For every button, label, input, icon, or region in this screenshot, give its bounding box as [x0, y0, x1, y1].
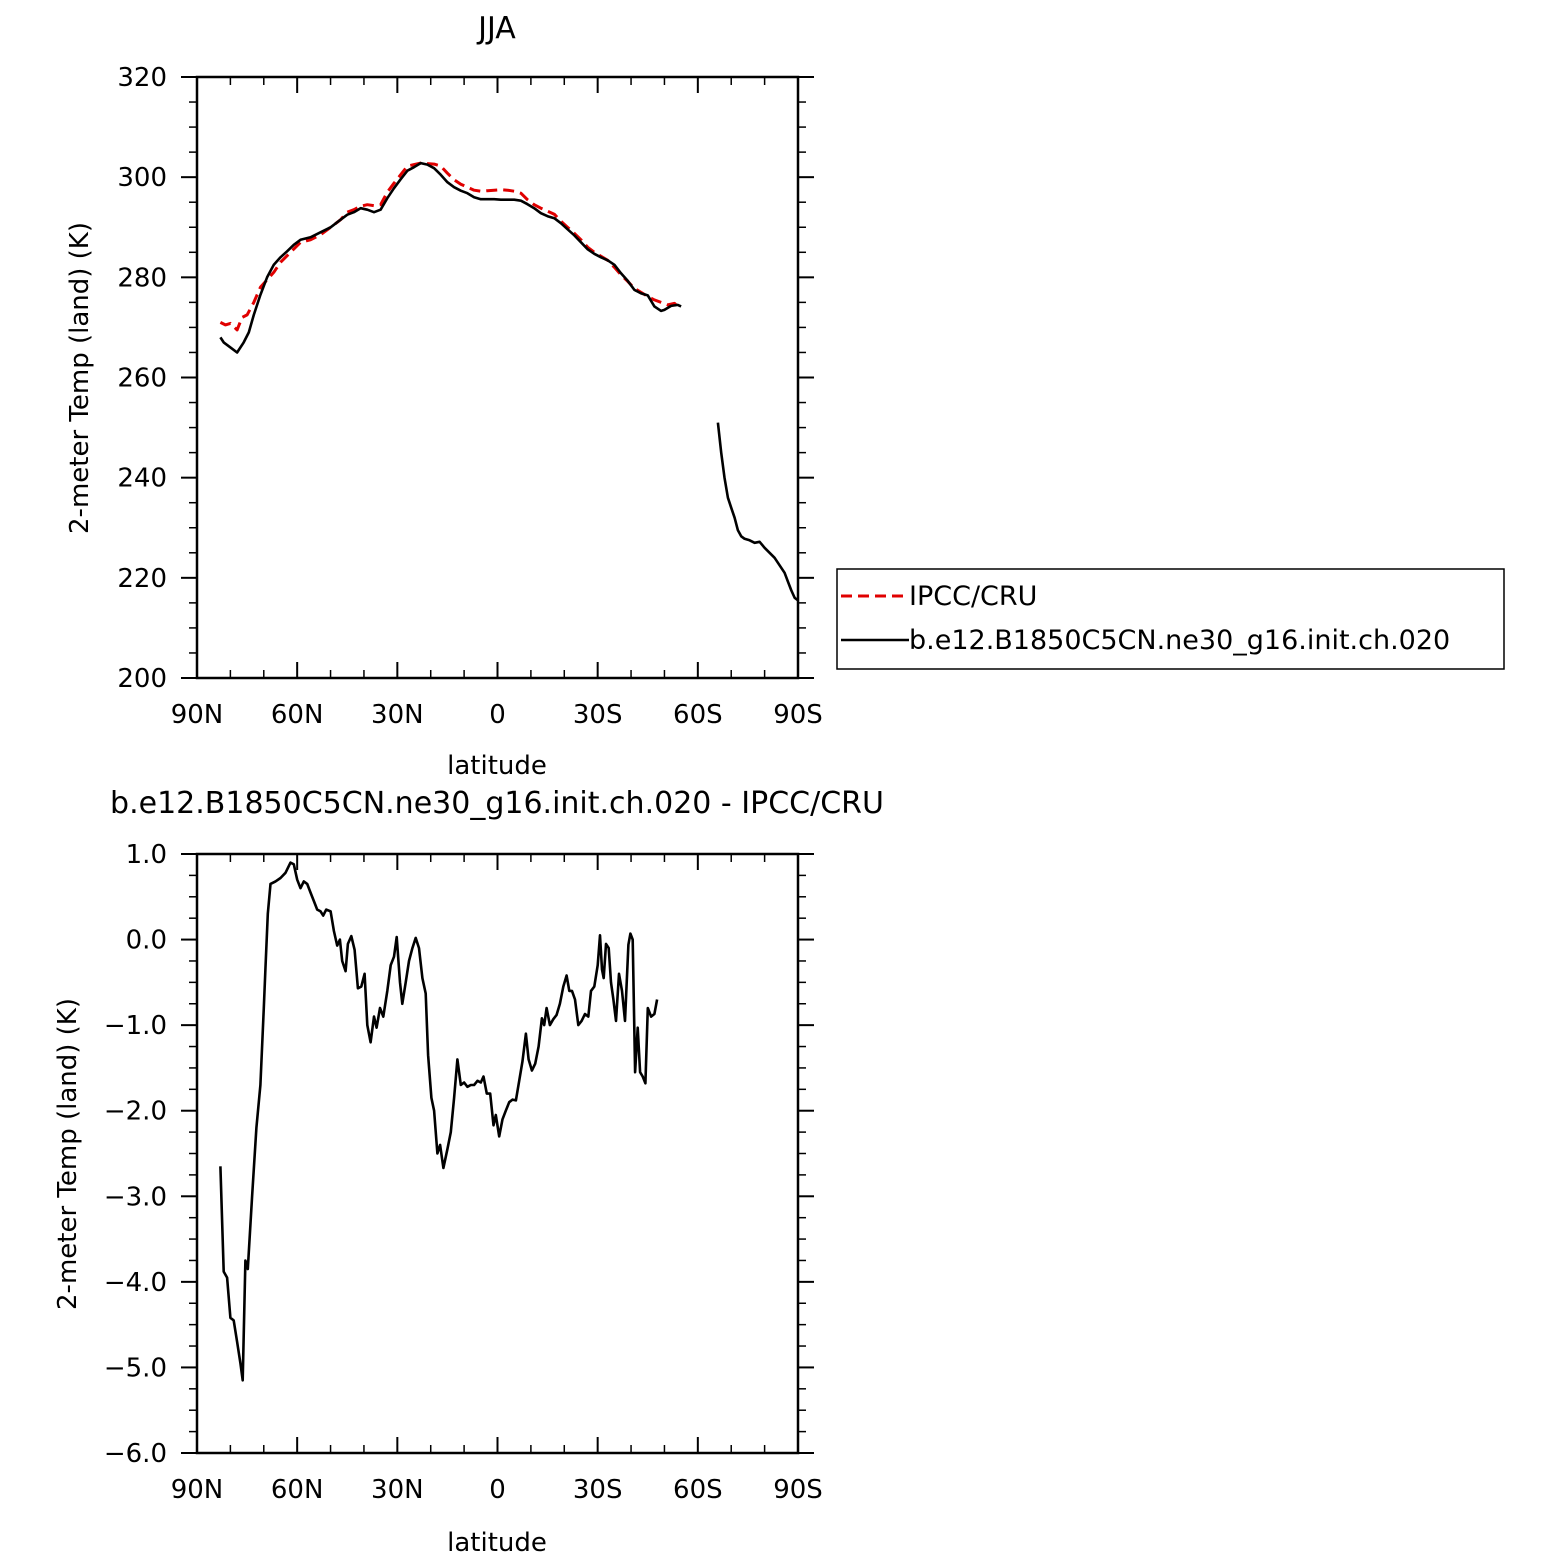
x-tick-label: 90N — [171, 700, 224, 730]
y-tick-label: −2.0 — [104, 1097, 167, 1127]
y-axis-label: 2-meter Temp (land) (K) — [65, 222, 95, 534]
y-tick-label: 320 — [117, 63, 167, 93]
x-tick-label: 0 — [489, 700, 506, 730]
y-tick-label: 300 — [117, 163, 167, 193]
x-tick-label: 30N — [371, 1475, 424, 1505]
top-panel: JJA 200 220 240 260 280 300 320 90N 60N 30N 0 30S 60… — [65, 11, 823, 781]
y-tick-label: −1.0 — [104, 1011, 167, 1041]
x-tick-label: 60N — [271, 700, 324, 730]
x-tick-label: 0 — [489, 1475, 506, 1505]
x-tick-label: 30N — [371, 700, 424, 730]
series-line-1-seg-1 — [716, 422, 798, 602]
bottom-panel: b.e12.B1850C5CN.ne30_g16.init.ch.020 - I… — [53, 786, 884, 1558]
series-line-1-seg-0 — [219, 161, 682, 354]
x-tick-label: 30S — [573, 700, 623, 730]
bottom-plot-area: −6.0 −5.0 −4.0 −3.0 −2.0 −1.0 0.0 1.0 90N 60N 30N 0… — [104, 840, 823, 1505]
legend-label-model: b.e12.B1850C5CN.ne30_g16.init.ch.020 — [909, 625, 1450, 656]
x-axis-label: latitude — [447, 1528, 547, 1558]
x-tick-label: 60S — [673, 700, 723, 730]
x-axis-label: latitude — [447, 751, 547, 781]
y-tick-label: −6.0 — [104, 1439, 167, 1469]
y-tick-label: 240 — [117, 464, 167, 494]
legend-label-ipcc-cru: IPCC/CRU — [909, 581, 1037, 612]
x-tick-label: 90S — [773, 700, 823, 730]
plot-frame — [195, 75, 800, 680]
series-line-0-seg-0 — [219, 861, 659, 1382]
y-tick-label: −3.0 — [104, 1182, 167, 1212]
y-tick-label: −4.0 — [104, 1268, 167, 1298]
y-tick-label: 280 — [117, 263, 167, 293]
x-tick-label: 60S — [673, 1475, 723, 1505]
y-tick-label: −5.0 — [104, 1353, 167, 1383]
series-line-0-seg-0 — [219, 161, 683, 332]
x-tick-label: 90S — [773, 1475, 823, 1505]
y-tick-label: 0.0 — [126, 926, 167, 956]
chart-title: JJA — [476, 11, 516, 46]
y-axis-label: 2-meter Temp (land) (K) — [53, 998, 83, 1310]
legend: IPCC/CRU b.e12.B1850C5CN.ne30_g16.init.c… — [836, 568, 1505, 670]
x-tick-label: 30S — [573, 1475, 623, 1505]
difference-chart-title: b.e12.B1850C5CN.ne30_g16.init.ch.020 - I… — [110, 786, 884, 821]
y-tick-label: 200 — [117, 664, 167, 694]
x-tick-label: 60N — [271, 1475, 324, 1505]
plot-frame — [195, 852, 800, 1455]
x-tick-label: 90N — [171, 1475, 224, 1505]
top-plot-area: 200 220 240 260 280 300 320 90N 60N 30N 0 30S 60S 90S — [117, 63, 822, 730]
legend-box — [836, 568, 1505, 670]
y-tick-label: 220 — [117, 564, 167, 594]
y-tick-label: 1.0 — [126, 840, 167, 870]
y-tick-label: 260 — [117, 364, 167, 394]
